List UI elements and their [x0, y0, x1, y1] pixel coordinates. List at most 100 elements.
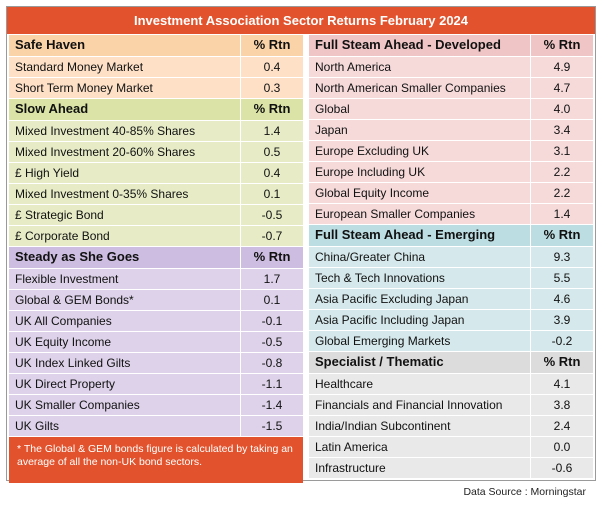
- sector-return: 3.1: [553, 144, 571, 158]
- right-column: Full Steam Ahead - Developed % Rtn North A…: [309, 35, 593, 479]
- table-row: North America 4.9: [309, 57, 593, 78]
- sector-return: -0.8: [261, 356, 283, 370]
- sector-name: Tech & Tech Innovations: [309, 268, 531, 288]
- sector-name: Latin America: [309, 437, 531, 457]
- sector-return: -0.2: [551, 334, 573, 348]
- return-column-header: % Rtn: [543, 227, 581, 242]
- table-row: China/Greater China 9.3: [309, 247, 593, 268]
- table-row: Global 4.0: [309, 99, 593, 120]
- sector-name: UK Index Linked Gilts: [9, 353, 241, 373]
- sector-return: 4.0: [553, 102, 571, 116]
- table-row: Mixed Investment 0-35% Shares 0.1: [9, 184, 303, 205]
- table-row: Asia Pacific Including Japan 3.9: [309, 310, 593, 331]
- sector-name: Global: [309, 99, 531, 119]
- table-row: Mixed Investment 20-60% Shares 0.5: [9, 142, 303, 163]
- section-header: Full Steam Ahead - Developed % Rtn: [309, 35, 593, 57]
- table-title: Investment Association Sector Returns Fe…: [7, 7, 595, 34]
- table-row: UK All Companies -0.1: [9, 311, 303, 332]
- sector-name: North America: [309, 57, 531, 77]
- return-column-header: % Rtn: [543, 354, 581, 369]
- sector-name: India/Indian Subcontinent: [309, 416, 531, 436]
- sector-return: -1.5: [261, 419, 283, 433]
- table-row: Healthcare 4.1: [309, 374, 593, 395]
- table-row: UK Direct Property -1.1: [9, 374, 303, 395]
- sector-name: £ Strategic Bond: [9, 205, 241, 225]
- sector-name: Global Equity Income: [309, 183, 531, 203]
- return-column-header: % Rtn: [543, 37, 581, 52]
- sector-name: Asia Pacific Excluding Japan: [309, 289, 531, 309]
- sector-return: -0.1: [261, 314, 283, 328]
- sector-name: Financials and Financial Innovation: [309, 395, 531, 415]
- return-column-header: % Rtn: [253, 249, 291, 264]
- table-row: £ Strategic Bond -0.5: [9, 205, 303, 226]
- sector-name: Europe Excluding UK: [309, 141, 531, 161]
- sector-return: 1.4: [263, 124, 281, 138]
- table-row: Global & GEM Bonds* 0.1: [9, 290, 303, 311]
- table-row: UK Equity Income -0.5: [9, 332, 303, 353]
- section-emerging: Full Steam Ahead - Emerging % Rtn China/Gr…: [309, 225, 593, 352]
- table-row: £ High Yield 0.4: [9, 163, 303, 184]
- table-row: Flexible Investment 1.7: [9, 269, 303, 290]
- table-row: Europe Including UK 2.2: [309, 162, 593, 183]
- table-row: Short Term Money Market 0.3: [9, 78, 303, 99]
- sector-name: European Smaller Companies: [309, 204, 531, 224]
- sector-name: UK Gilts: [9, 416, 241, 436]
- sector-return: 0.4: [263, 166, 281, 180]
- table-row: Tech & Tech Innovations 5.5: [309, 268, 593, 289]
- sector-return: 4.1: [553, 377, 571, 391]
- sector-name: Infrastructure: [309, 458, 531, 478]
- table-row: Global Equity Income 2.2: [309, 183, 593, 204]
- table-row: India/Indian Subcontinent 2.4: [309, 416, 593, 437]
- sector-name: Mixed Investment 20-60% Shares: [9, 142, 241, 162]
- sector-return: -0.5: [261, 335, 283, 349]
- table-row: Asia Pacific Excluding Japan 4.6: [309, 289, 593, 310]
- table-row: North American Smaller Companies 4.7: [309, 78, 593, 99]
- sector-return: 0.3: [263, 81, 281, 95]
- table-row: Global Emerging Markets -0.2: [309, 331, 593, 352]
- section-title: Full Steam Ahead - Developed: [309, 35, 531, 56]
- section-title: Safe Haven: [9, 35, 241, 56]
- sector-return: 2.4: [553, 419, 571, 433]
- sector-name: Healthcare: [309, 374, 531, 394]
- sector-return: 3.9: [553, 313, 571, 327]
- sector-name: UK Direct Property: [9, 374, 241, 394]
- table-row: UK Smaller Companies -1.4: [9, 395, 303, 416]
- sector-name: China/Greater China: [309, 247, 531, 267]
- sector-name: Mixed Investment 40-85% Shares: [9, 121, 241, 141]
- sector-return: 4.7: [553, 81, 571, 95]
- section-specialist: Specialist / Thematic % Rtn Healthcare 4.1 F…: [309, 352, 593, 479]
- sector-name: Standard Money Market: [9, 57, 241, 77]
- sector-name: UK All Companies: [9, 311, 241, 331]
- section-header: Steady as She Goes % Rtn: [9, 247, 303, 269]
- sector-return: 3.8: [553, 398, 571, 412]
- section-header: Specialist / Thematic % Rtn: [309, 352, 593, 374]
- sector-return: 4.9: [553, 60, 571, 74]
- sector-name: Japan: [309, 120, 531, 140]
- sector-name: Global Emerging Markets: [309, 331, 531, 351]
- sector-return: -0.5: [261, 208, 283, 222]
- section-header: Full Steam Ahead - Emerging % Rtn: [309, 225, 593, 247]
- section-developed: Full Steam Ahead - Developed % Rtn North A…: [309, 35, 593, 225]
- sector-name: UK Smaller Companies: [9, 395, 241, 415]
- sector-return: 9.3: [553, 250, 571, 264]
- sector-return: 0.4: [263, 60, 281, 74]
- return-column-header: % Rtn: [253, 101, 291, 116]
- sector-return: 0.1: [263, 293, 281, 307]
- footnote: * The Global & GEM bonds figure is calcu…: [9, 437, 303, 483]
- section-steady-as-she-goes: Steady as She Goes % Rtn Flexible Investme…: [9, 247, 303, 437]
- table-row: Latin America 0.0: [309, 437, 593, 458]
- return-column-header: % Rtn: [253, 37, 291, 52]
- sector-name: Flexible Investment: [9, 269, 241, 289]
- left-column: Safe Haven % Rtn Standard Money Market 0.4 S…: [9, 35, 303, 483]
- section-title: Steady as She Goes: [9, 247, 241, 268]
- sector-return: 2.2: [553, 186, 571, 200]
- section-title: Specialist / Thematic: [309, 352, 531, 373]
- sector-return: -1.1: [261, 377, 283, 391]
- section-header: Slow Ahead % Rtn: [9, 99, 303, 121]
- sector-name: North American Smaller Companies: [309, 78, 531, 98]
- sector-name: £ Corporate Bond: [9, 226, 241, 246]
- sector-return: 1.7: [263, 272, 281, 286]
- table-row: Financials and Financial Innovation 3.8: [309, 395, 593, 416]
- sector-return: 4.6: [553, 292, 571, 306]
- table-row: European Smaller Companies 1.4: [309, 204, 593, 225]
